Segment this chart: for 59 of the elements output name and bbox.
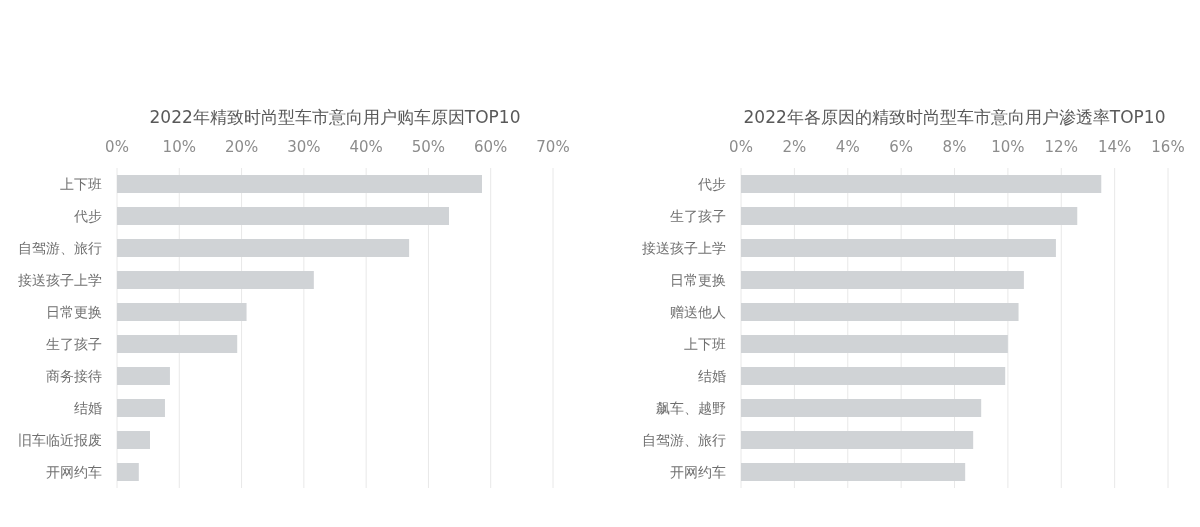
bar [741, 271, 1024, 289]
y-tick-label: 代步 [73, 208, 102, 224]
bar [741, 431, 974, 449]
y-tick-label: 自驾游、旅行 [642, 432, 726, 448]
bar [741, 399, 982, 417]
y-tick-label: 结婚 [74, 400, 102, 416]
bar [741, 239, 1056, 257]
y-tick-label: 日常更换 [670, 272, 726, 288]
y-tick-label: 生了孩子 [46, 336, 102, 352]
y-tick-label: 上下班 [60, 176, 102, 192]
y-tick-label: 日常更换 [46, 304, 102, 320]
chart-title: 2022年各原因的精致时尚型车市意向用户渗透率TOP10 [743, 107, 1166, 127]
x-tick-label: 60% [474, 138, 508, 156]
y-tick-label: 旧车临近报废 [18, 432, 102, 448]
x-tick-label: 50% [411, 138, 446, 156]
bar [741, 463, 966, 481]
x-tick-label: 12% [1044, 138, 1078, 156]
x-tick-label: 2% [782, 138, 807, 156]
chart-title: 2022年精致时尚型车市意向用户购车原因TOP10 [149, 107, 521, 127]
x-tick-label: 4% [835, 138, 860, 156]
bar [117, 239, 410, 257]
y-tick-label: 接送孩子上学 [18, 272, 102, 288]
bar [117, 367, 170, 385]
x-tick-label: 40% [349, 138, 383, 156]
x-tick-label: 14% [1097, 138, 1132, 156]
bar [117, 431, 151, 449]
bar [117, 175, 482, 193]
y-tick-label: 上下班 [684, 336, 726, 352]
y-tick-label: 生了孩子 [670, 208, 726, 224]
x-tick-label: 16% [1151, 138, 1185, 156]
bar [117, 399, 165, 417]
bar [117, 207, 449, 225]
x-tick-label: 30% [287, 138, 321, 156]
bar [741, 303, 1019, 321]
bar [741, 367, 1006, 385]
x-tick-label: 0% [105, 138, 129, 156]
y-tick-label: 飙车、越野 [656, 400, 726, 416]
y-tick-label: 自驾游、旅行 [18, 240, 102, 256]
y-tick-label: 赠送他人 [670, 304, 726, 320]
x-tick-label: 10% [991, 138, 1025, 156]
bar [741, 207, 1078, 225]
x-tick-label: 8% [942, 138, 967, 156]
bar [117, 463, 139, 481]
bar [117, 303, 247, 321]
y-tick-label: 开网约车 [46, 464, 102, 480]
x-tick-label: 0% [729, 138, 753, 156]
x-tick-label: 10% [162, 138, 196, 156]
y-tick-label: 结婚 [698, 368, 726, 384]
x-tick-label: 70% [536, 138, 570, 156]
bar [741, 175, 1102, 193]
bar [117, 271, 314, 289]
x-tick-label: 20% [224, 138, 259, 156]
y-tick-label: 接送孩子上学 [642, 240, 726, 256]
y-tick-label: 开网约车 [670, 464, 726, 480]
x-tick-label: 6% [889, 138, 914, 156]
y-tick-label: 商务接待 [46, 368, 102, 384]
y-tick-label: 代步 [697, 176, 726, 192]
bar [741, 335, 1008, 353]
bar [117, 335, 238, 353]
